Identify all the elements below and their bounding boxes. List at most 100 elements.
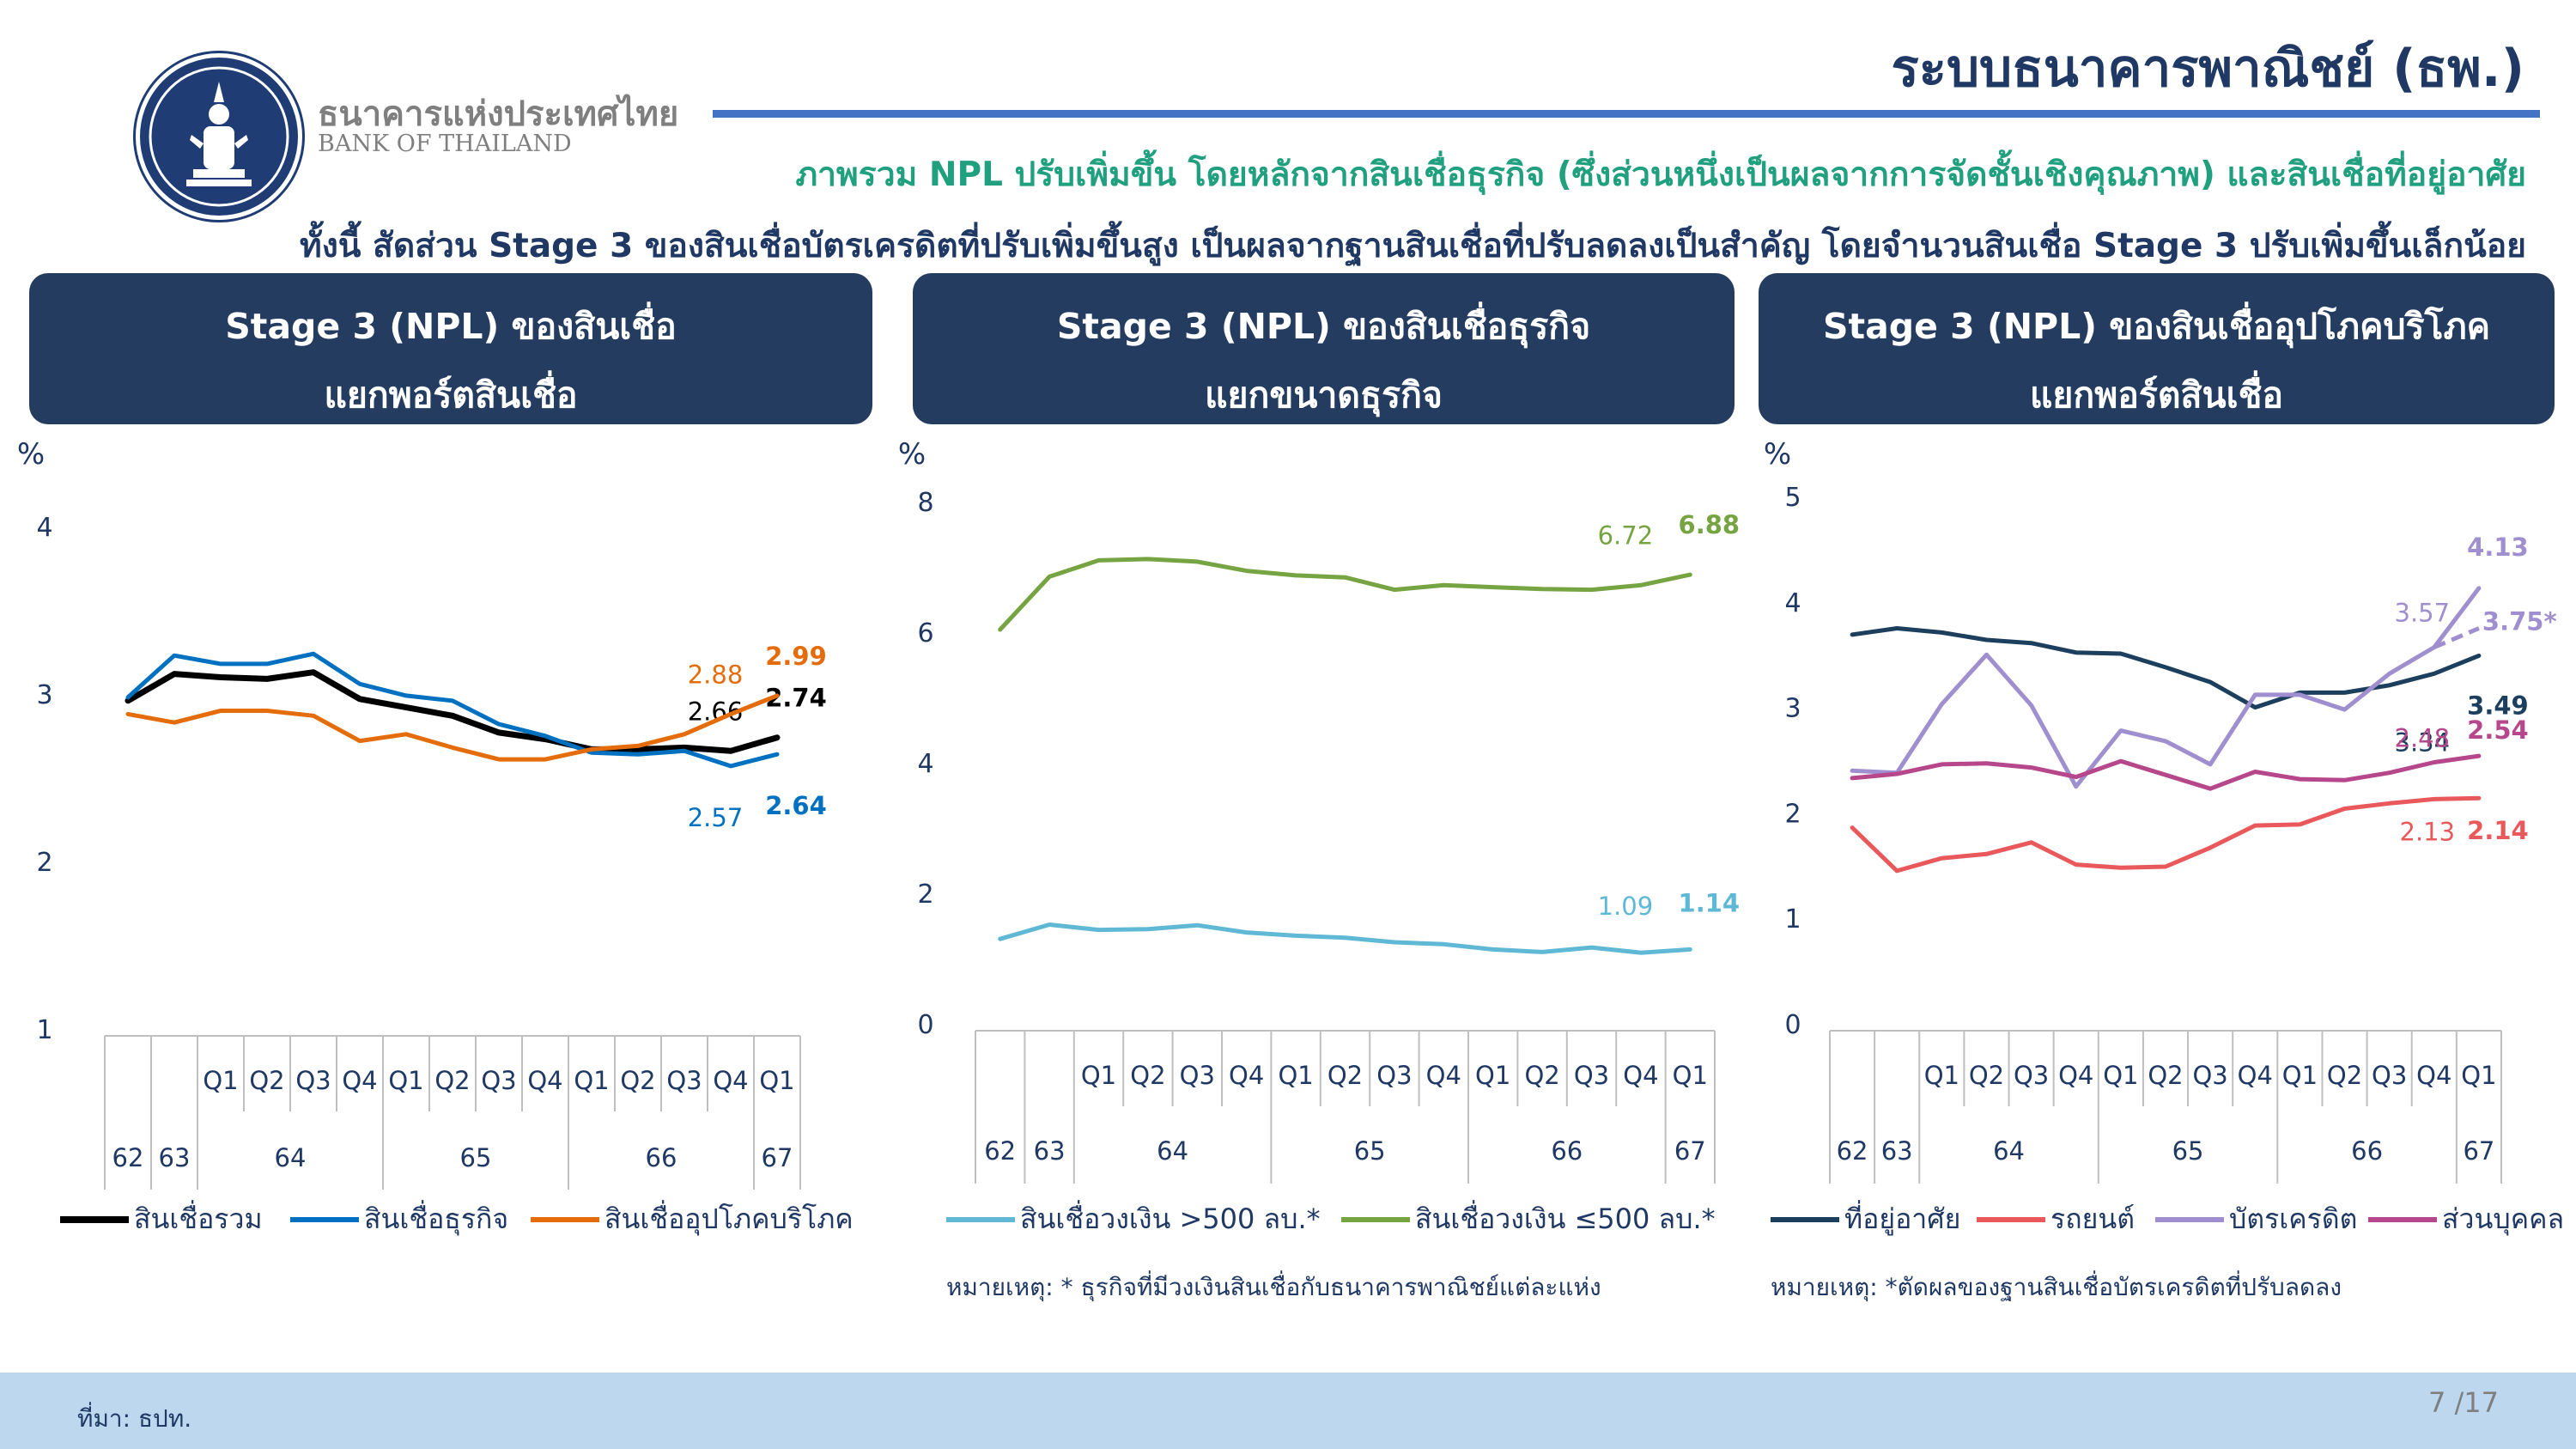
y-tick-label: 2 — [1784, 799, 1801, 829]
x-quarter-label: Q2 — [2327, 1061, 2362, 1090]
series-line-2 — [1850, 795, 2482, 874]
series-line-1 — [1850, 626, 2482, 710]
chart-npl-by-business-size: % 0 2 4 6 8 Q1 Q2 Q3 Q4 Q1 Q2 Q3 Q4 Q1 Q2 Q3 Q4 Q1 62 63 64 65… — [898, 437, 1741, 1302]
data-label-last: 2.54 — [2467, 715, 2529, 745]
panel-header-line2: แยกขนาดธุรกิจ — [1205, 374, 1443, 416]
x-year-label: 65 — [2172, 1136, 2204, 1166]
x-quarter-label: Q1 — [1278, 1061, 1313, 1090]
series-line-2 — [125, 651, 780, 769]
data-label-prev: 2.48 — [2395, 723, 2451, 752]
data-label-last: 2.14 — [2467, 816, 2529, 845]
x-year-label: 63 — [1881, 1136, 1913, 1166]
legend-label: ที่อยู่อาศัย — [1844, 1200, 1960, 1236]
x-year-label: 62 — [112, 1143, 144, 1172]
x-quarter-label: Q2 — [1524, 1061, 1559, 1090]
y-tick-label: 5 — [1784, 483, 1801, 513]
x-quarter-label: Q4 — [342, 1066, 377, 1095]
x-quarter-label: Q3 — [2014, 1061, 2049, 1090]
x-quarter-label: Q4 — [1426, 1061, 1461, 1090]
y-tick-label: 8 — [917, 488, 933, 518]
y-tick-label: 1 — [1784, 904, 1801, 935]
chart-npl-by-portfolio: % 1 2 3 4 Q1 Q2 Q3 Q4 Q1 Q2 Q3 Q4 Q1 Q2 Q3 Q4 Q1 62 63 64 65 6… — [17, 437, 854, 1236]
x-quarter-label: Q3 — [2192, 1061, 2227, 1090]
chart-note: หมายเหตุ: * ธุรกิจที่มีวงเงินสินเชื่อกับ… — [946, 1270, 1601, 1302]
x-axis-table: Q1 Q2 Q3 Q4 Q1 Q2 Q3 Q4 Q1 Q2 Q3 Q4 Q1 62 63 64 65 66 67 — [104, 1035, 801, 1190]
x-quarter-label: Q4 — [527, 1066, 562, 1095]
x-quarter-label: Q3 — [1180, 1061, 1215, 1090]
y-tick-label: 4 — [36, 513, 52, 543]
panel-header-business: Stage 3 (NPL) ของสินเชื่อธุรกิจ แยกขนาดธ… — [913, 273, 1735, 424]
x-quarter-label: Q2 — [249, 1066, 284, 1095]
data-label-prev: 2.57 — [688, 803, 744, 832]
panel-header-line2: แยกพอร์ตสินเชื่อ — [2029, 374, 2284, 416]
data-label-adjusted: 3.75* — [2482, 607, 2557, 636]
legend-label: รถยนต์ — [2050, 1202, 2135, 1235]
x-year-label: 66 — [2351, 1136, 2383, 1166]
y-axis-unit: % — [1764, 437, 1791, 472]
x-quarter-label: Q2 — [2148, 1061, 2183, 1090]
x-quarter-label: Q1 — [1924, 1061, 1959, 1090]
x-quarter-label: Q1 — [2461, 1061, 2496, 1090]
x-year-label: 67 — [762, 1143, 793, 1172]
chart-note: หมายเหตุ: *ตัดผลของฐานสินเชื่อบัตรเครดิต… — [1771, 1270, 2342, 1302]
data-label-prev: 3.57 — [2395, 599, 2451, 628]
data-label-last: 4.13 — [2467, 533, 2529, 562]
x-quarter-label: Q1 — [2103, 1061, 2138, 1090]
data-label-last: 2.64 — [765, 791, 827, 820]
x-year-label: 66 — [646, 1143, 677, 1172]
x-year-label: 65 — [460, 1143, 492, 1172]
x-quarter-label: Q4 — [2416, 1061, 2451, 1090]
x-quarter-label: Q2 — [1327, 1061, 1363, 1090]
x-year-label: 63 — [159, 1143, 191, 1172]
x-axis-table: Q1 Q2 Q3 Q4 Q1 Q2 Q3 Q4 Q1 Q2 Q3 Q4 Q1 62 63 64 65 66 67 — [1829, 1030, 2502, 1184]
x-quarter-label: Q2 — [620, 1066, 655, 1095]
x-quarter-label: Q3 — [2372, 1061, 2407, 1090]
data-label-prev: 2.13 — [2400, 817, 2456, 846]
y-tick-label: 4 — [1784, 588, 1801, 618]
x-year-label: 64 — [275, 1143, 307, 1172]
y-tick-label: 3 — [1784, 694, 1801, 724]
panel-header-line1: Stage 3 (NPL) ของสินเชื่อ — [225, 306, 677, 347]
y-tick-label: 6 — [917, 618, 933, 648]
series-line-3 — [1850, 586, 2482, 789]
data-label-prev: 1.09 — [1598, 892, 1654, 921]
x-quarter-label: Q1 — [1673, 1061, 1708, 1090]
legend-label: บัตรเครดิต — [2229, 1202, 2357, 1235]
x-year-label: 66 — [1551, 1136, 1583, 1166]
y-axis-unit: % — [17, 437, 45, 472]
x-quarter-label: Q3 — [666, 1066, 702, 1095]
y-tick-label: 2 — [917, 880, 933, 910]
footer-bar — [0, 1373, 2576, 1449]
x-quarter-label: Q1 — [759, 1066, 794, 1095]
legend-label: สินเชื่อธุรกิจ — [364, 1200, 508, 1236]
y-tick-label: 0 — [1784, 1010, 1801, 1040]
data-label-last: 2.99 — [765, 642, 827, 671]
x-quarter-label: Q3 — [1574, 1061, 1609, 1090]
x-year-label: 67 — [1674, 1136, 1706, 1166]
y-tick-label: 3 — [36, 680, 52, 710]
source-note: ที่มา: ธปท. — [77, 1404, 192, 1433]
x-year-label: 64 — [1157, 1136, 1188, 1166]
x-axis-table: Q1 Q2 Q3 Q4 Q1 Q2 Q3 Q4 Q1 Q2 Q3 Q4 Q1 62 63 64 65 66 67 — [975, 1030, 1716, 1184]
x-year-label: 63 — [1034, 1136, 1066, 1166]
x-quarter-label: Q2 — [1969, 1061, 2004, 1090]
panel-header-line2: แยกพอร์ตสินเชื่อ — [324, 374, 578, 416]
data-label-last: 3.49 — [2467, 691, 2529, 720]
legend-label: สินเชื่ออุปโภคบริโภค — [605, 1200, 854, 1236]
series-line-4 — [1850, 753, 2482, 791]
bot-seal-icon — [149, 66, 289, 207]
legend-label: สินเชื่อรวม — [134, 1200, 263, 1235]
data-label-prev: 3.34 — [2395, 728, 2451, 757]
x-quarter-label: Q1 — [203, 1066, 238, 1095]
data-label-prev: 2.88 — [688, 660, 744, 689]
x-quarter-label: Q4 — [2238, 1061, 2273, 1090]
legend-label: สินเชื่อวงเงิน >500 ลบ.* — [1020, 1200, 1321, 1235]
series-line-1 — [125, 669, 781, 754]
x-quarter-label: Q3 — [295, 1066, 331, 1095]
series-line-adjusted — [2433, 626, 2480, 649]
x-year-label: 65 — [1354, 1136, 1386, 1166]
logo-thai-name: ธนาคารแห่งประเทศไทย — [318, 94, 679, 134]
panel-header-total: Stage 3 (NPL) ของสินเชื่อ แยกพอร์ตสินเชื… — [29, 273, 872, 424]
data-label-last: 6.88 — [1679, 510, 1741, 539]
x-quarter-label: Q1 — [2282, 1061, 2318, 1090]
